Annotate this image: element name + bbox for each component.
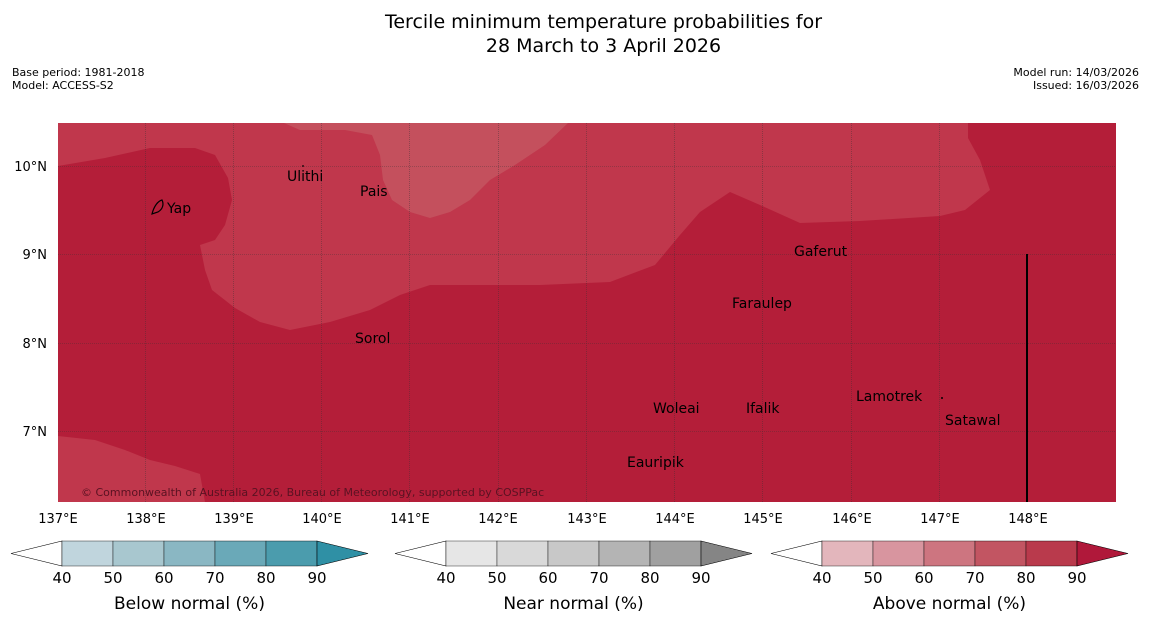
- colorbar-tick-label: 80: [640, 569, 659, 587]
- place-label-pais: Pais: [360, 184, 388, 200]
- lat-label: 9°N: [23, 248, 48, 263]
- colorbar-tick-label: 80: [256, 569, 275, 587]
- place-label-ifalik: Ifalik: [746, 401, 780, 417]
- base-period: Base period: 1981-2018: [12, 66, 145, 79]
- colorbar-tick-label: 40: [436, 569, 455, 587]
- colorbar-cell: [923, 540, 976, 567]
- copyright-notice: © Commonwealth of Australia 2026, Bureau…: [81, 486, 544, 499]
- colorbar-tick-label: 90: [307, 569, 326, 587]
- colorbar-tick-label: 70: [965, 569, 984, 587]
- lat-axis: 10°N 9°N 8°N 7°N: [14, 160, 47, 440]
- colorbar-tick-label: 50: [487, 569, 506, 587]
- colorbar-tick-label: 50: [863, 569, 882, 587]
- colorbar-below: 40 50 60 70 80 90: [10, 540, 369, 587]
- lon-label: 141°E: [390, 512, 430, 527]
- colorbar-tick-label: 70: [589, 569, 608, 587]
- place-label-lamotrek: Lamotrek: [856, 389, 923, 405]
- colorbar-tick-label: 40: [812, 569, 831, 587]
- place-label-satawal: Satawal: [945, 413, 1000, 429]
- colorbar-cell: [214, 540, 267, 567]
- lon-label: 144°E: [655, 512, 695, 527]
- place-label-faraulep: Faraulep: [732, 296, 792, 312]
- lon-label: 147°E: [920, 512, 960, 527]
- colorbar-near: 40 50 60 70 80 90: [394, 540, 753, 587]
- colorbar-cell: [445, 540, 498, 567]
- place-labels: Ulithi Pais Yap Gaferut Faraulep Sorol L…: [166, 169, 1000, 471]
- colorbar-cell: [547, 540, 600, 567]
- lon-label: 142°E: [478, 512, 518, 527]
- lon-axis: 137°E 138°E 139°E 140°E 141°E 142°E 143°…: [38, 512, 1048, 527]
- issued-date: Issued: 16/03/2026: [1032, 79, 1139, 92]
- model-run: Model run: 14/03/2026: [1013, 66, 1139, 79]
- lon-label: 139°E: [214, 512, 254, 527]
- title-line-1: Tercile minimum temperature probabilitie…: [384, 11, 823, 33]
- colorbar-label-near: Near normal (%): [503, 594, 644, 614]
- ulithi-dot: [302, 165, 304, 167]
- run-info: Model run: 14/03/2026 Issued: 16/03/2026: [1013, 66, 1139, 92]
- colorbar-cell: [1025, 540, 1078, 567]
- lon-label: 145°E: [743, 512, 783, 527]
- colorbars: 40 50 60 70 80 90 40 50 60 70 80 90 40 50 60 70 80 90: [10, 540, 1129, 587]
- colorbar-cell: [649, 540, 702, 567]
- colorbar-extend-high: [1076, 540, 1129, 567]
- colorbar-extend-high: [700, 540, 753, 567]
- title-line-2: 28 March to 3 April 2026: [485, 35, 722, 57]
- model-info: Base period: 1981-2018 Model: ACCESS-S2: [12, 66, 144, 92]
- colorbar-cell: [112, 540, 165, 567]
- place-label-yap: Yap: [166, 201, 191, 217]
- yap-island-outline: [151, 199, 164, 215]
- lon-label: 140°E: [302, 512, 342, 527]
- colorbar-extend-low: [394, 540, 447, 567]
- place-label-woleai: Woleai: [653, 401, 700, 417]
- graticule: [58, 123, 1116, 502]
- lat-label: 10°N: [14, 160, 47, 175]
- colorbar-label-above: Above normal (%): [872, 594, 1027, 614]
- place-label-eauripik: Eauripik: [627, 455, 685, 471]
- lon-label: 146°E: [832, 512, 872, 527]
- region-above-60-70: [284, 123, 568, 218]
- lon-label: 138°E: [126, 512, 166, 527]
- place-label-sorol: Sorol: [355, 331, 390, 347]
- colorbar-cell: [496, 540, 549, 567]
- colorbar-tick-label: 60: [538, 569, 557, 587]
- chart-title: Tercile minimum temperature probabilitie…: [0, 10, 1150, 58]
- colorbar-label-below: Below normal (%): [114, 594, 265, 614]
- lamotrek-islet-dot: [941, 397, 943, 399]
- colorbar-tick-label: 60: [914, 569, 933, 587]
- colorbar-cell: [598, 540, 651, 567]
- colorbar-tick-label: 50: [103, 569, 122, 587]
- colorbar-tick-label: 60: [154, 569, 173, 587]
- colorbar-cell: [821, 540, 874, 567]
- region-above-70-80: [58, 123, 990, 330]
- colorbar-tick-label: 70: [205, 569, 224, 587]
- colorbar-cell: [872, 540, 925, 567]
- colorbar-cell: [265, 540, 318, 567]
- colorbar-tick-label: 90: [691, 569, 710, 587]
- place-label-gaferut: Gaferut: [794, 244, 848, 260]
- model-name: Model: ACCESS-S2: [12, 79, 114, 92]
- colorbar-cell: [61, 540, 114, 567]
- lat-label: 7°N: [23, 425, 48, 440]
- colorbar-tick-label: 40: [52, 569, 71, 587]
- lat-label: 8°N: [23, 337, 48, 352]
- lon-label: 143°E: [567, 512, 607, 527]
- colorbar-extend-high: [316, 540, 369, 567]
- lon-label: 148°E: [1008, 512, 1048, 527]
- place-label-ulithi: Ulithi: [287, 169, 323, 185]
- lon-label: 137°E: [38, 512, 78, 527]
- colorbar-extend-low: [770, 540, 823, 567]
- colorbar-tick-label: 80: [1016, 569, 1035, 587]
- colorbar-tick-label: 90: [1067, 569, 1086, 587]
- region-above-70-80-sw: [58, 436, 205, 502]
- colorbar-cell: [163, 540, 216, 567]
- colorbar-extend-low: [10, 540, 63, 567]
- colorbar-above: 40 50 60 70 80 90: [770, 540, 1129, 587]
- colorbar-cell: [974, 540, 1027, 567]
